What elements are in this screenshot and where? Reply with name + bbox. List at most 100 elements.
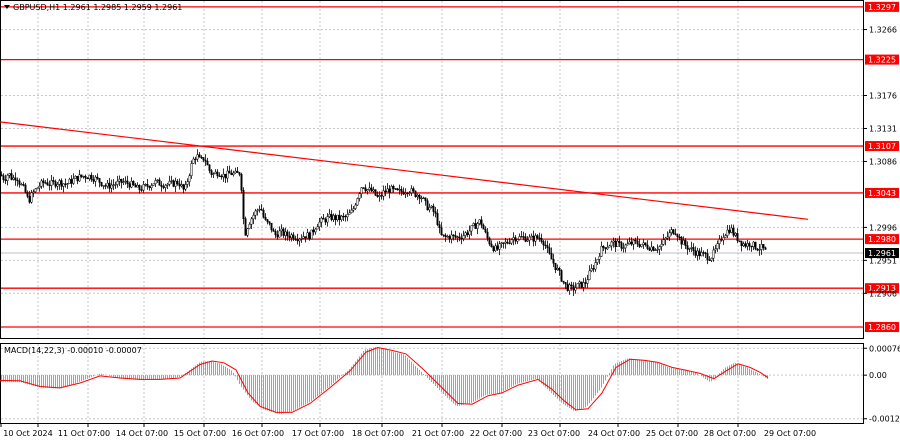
candle xyxy=(756,248,759,252)
candle xyxy=(308,231,311,241)
candle xyxy=(356,197,359,206)
candle xyxy=(248,222,251,230)
candle xyxy=(542,240,545,251)
candle xyxy=(172,179,175,188)
candle xyxy=(178,178,181,190)
candle xyxy=(322,213,325,220)
candle xyxy=(702,250,705,257)
candle xyxy=(6,173,9,186)
candle xyxy=(496,241,499,251)
candle xyxy=(760,239,763,255)
candle xyxy=(166,182,169,189)
candle xyxy=(240,172,243,194)
candle xyxy=(464,231,467,239)
candle xyxy=(126,175,129,188)
candle xyxy=(626,239,629,246)
candle xyxy=(74,175,77,179)
candle xyxy=(144,183,147,187)
candle xyxy=(674,228,677,236)
candle xyxy=(66,183,69,189)
price-grid xyxy=(1,1,863,338)
candle xyxy=(606,241,609,250)
candle xyxy=(630,237,633,246)
candle xyxy=(452,234,455,241)
candle xyxy=(148,185,151,191)
candle xyxy=(278,226,281,238)
price-axis: 1.32661.31761.31311.30861.29961.29511.29… xyxy=(863,26,899,298)
candle xyxy=(4,174,7,185)
candle xyxy=(314,227,317,235)
candle xyxy=(284,227,287,241)
candle xyxy=(324,217,327,226)
candle xyxy=(246,227,249,238)
candle xyxy=(98,177,101,188)
candle xyxy=(410,185,413,196)
candle xyxy=(610,240,613,251)
candle xyxy=(736,228,739,244)
candle xyxy=(680,236,683,249)
candle xyxy=(394,188,397,190)
candle xyxy=(112,179,115,191)
candle xyxy=(340,214,343,222)
level-label: 1.3107 xyxy=(868,142,896,151)
candle xyxy=(536,234,539,240)
candle xyxy=(528,234,531,246)
candle xyxy=(288,231,291,242)
candle xyxy=(38,182,41,192)
candle xyxy=(274,228,277,239)
current-price-label: 1.2961 xyxy=(868,249,896,258)
candle xyxy=(426,198,429,211)
candle xyxy=(102,185,105,190)
candle xyxy=(142,180,145,193)
candle xyxy=(666,231,669,241)
candle xyxy=(706,249,709,265)
candle xyxy=(34,188,37,194)
candle xyxy=(700,247,703,257)
candle xyxy=(514,235,517,245)
candle xyxy=(710,257,713,263)
candle xyxy=(718,235,721,250)
candle xyxy=(406,191,409,197)
candle xyxy=(658,245,661,255)
candle xyxy=(434,206,437,218)
candle xyxy=(400,186,403,196)
candle xyxy=(130,177,133,189)
candle xyxy=(14,172,17,186)
candle xyxy=(94,175,97,187)
candle xyxy=(318,218,321,231)
candle xyxy=(402,187,405,196)
candle xyxy=(450,230,453,244)
candle xyxy=(122,178,125,185)
candle xyxy=(530,233,533,238)
candle xyxy=(458,232,461,242)
candle xyxy=(538,232,541,242)
candle xyxy=(732,224,735,238)
candle xyxy=(652,246,655,252)
candle xyxy=(540,233,543,244)
candle xyxy=(656,244,659,254)
candle xyxy=(672,229,675,235)
macd-axis: 0.00076 0.00 -0.00123 xyxy=(863,344,900,424)
candle xyxy=(350,204,353,214)
candle xyxy=(560,269,563,282)
candle xyxy=(714,244,717,254)
candle xyxy=(568,282,571,295)
candle xyxy=(522,231,525,241)
candle xyxy=(216,169,219,179)
level-label: 1.2980 xyxy=(868,235,896,244)
candle xyxy=(192,156,195,165)
price-tick-label: 1.2951 xyxy=(869,256,897,265)
candle xyxy=(494,243,497,252)
candle xyxy=(508,237,511,245)
time-tick-label: 29 Oct 07:00 xyxy=(764,429,816,438)
candle xyxy=(188,173,191,187)
candle xyxy=(654,248,657,251)
candle xyxy=(184,180,187,192)
candle xyxy=(54,179,57,189)
candle xyxy=(642,239,645,249)
candle xyxy=(546,240,549,254)
candle xyxy=(688,247,691,253)
candle xyxy=(306,228,309,239)
symbol-dropdown-icon[interactable] xyxy=(4,5,10,9)
candle xyxy=(156,179,159,183)
